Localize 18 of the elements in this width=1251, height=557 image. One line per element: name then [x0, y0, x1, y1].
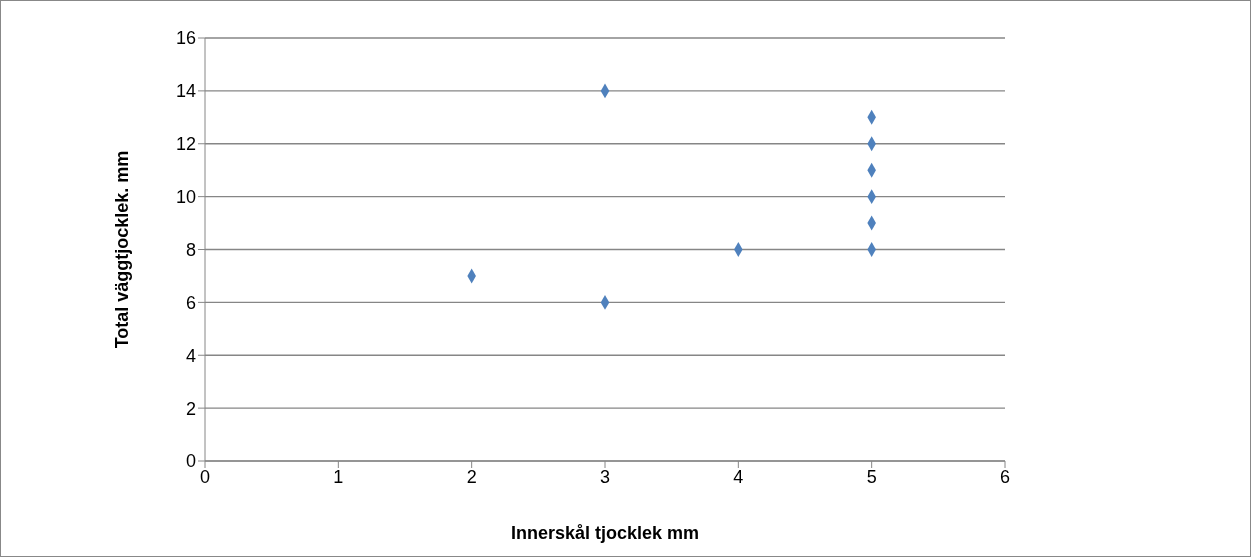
y-axis-title: Total väggtjocklek. mm: [112, 150, 133, 349]
y-tick-label: 12: [175, 134, 196, 155]
x-axis-title: Innerskål tjocklek mm: [510, 523, 700, 543]
x-tick-label: 2: [466, 466, 477, 487]
x-tick-label: 4: [733, 466, 744, 487]
x-tick-label: 0: [199, 466, 211, 487]
x-tick-label: 6: [999, 466, 1011, 487]
y-tick-label: 6: [185, 292, 196, 313]
y-tick-label: 8: [185, 239, 196, 260]
y-tick-label: 16: [175, 28, 196, 49]
x-tick-label: 1: [333, 466, 344, 487]
y-tick-label: 4: [185, 345, 196, 366]
y-tick-label: 2: [185, 398, 196, 419]
x-tick-label: 5: [866, 466, 877, 487]
y-tick-label: 14: [175, 81, 196, 102]
x-tick-label: 3: [599, 466, 611, 487]
y-tick-label: 0: [185, 451, 196, 472]
y-tick-label: 10: [175, 187, 196, 208]
